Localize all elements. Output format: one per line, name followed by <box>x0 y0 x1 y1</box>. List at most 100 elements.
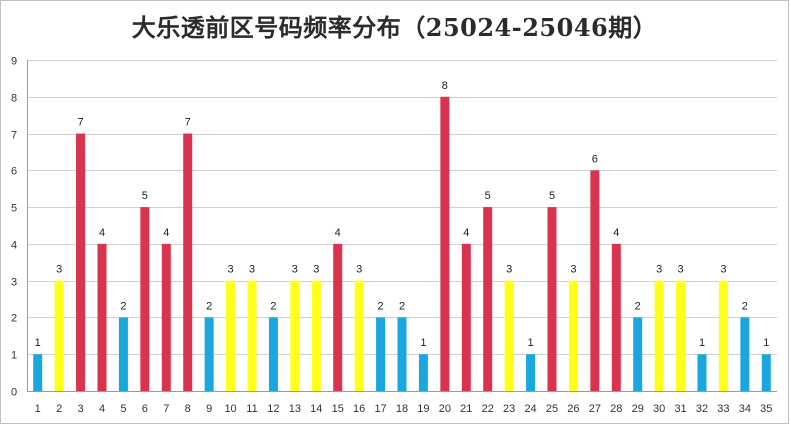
y-tick-label: 2 <box>11 313 17 325</box>
x-tick-label: 13 <box>289 403 301 415</box>
data-label: 3 <box>249 264 255 276</box>
data-label: 3 <box>56 264 62 276</box>
y-tick-label: 1 <box>11 350 17 362</box>
x-tick-label: 3 <box>78 403 84 415</box>
x-tick-label: 21 <box>460 403 472 415</box>
data-label: 3 <box>292 264 298 276</box>
bars <box>33 96 771 392</box>
bar <box>76 133 86 392</box>
y-tick-label: 0 <box>11 387 17 399</box>
data-label: 4 <box>163 227 169 239</box>
data-label: 4 <box>613 227 619 239</box>
bar <box>718 280 728 391</box>
x-tick-label: 14 <box>310 403 322 415</box>
bar <box>611 243 621 391</box>
x-tick-label: 12 <box>267 403 279 415</box>
x-tick-label: 23 <box>503 403 515 415</box>
data-label: 2 <box>399 300 405 312</box>
y-tick-label: 4 <box>11 240 17 252</box>
data-label: 1 <box>763 337 769 349</box>
data-label: 5 <box>142 190 148 202</box>
data-labels: 1 3 7 4 2 5 4 7 2 3 3 2 3 3 4 3 2 2 1 8 4 5 3 1 5 3 6 4 2 3 3 1 3 2 1 <box>35 80 770 349</box>
x-tick-label: 16 <box>353 403 365 415</box>
bar <box>590 170 600 391</box>
data-label: 3 <box>678 264 684 276</box>
x-tick-label: 17 <box>374 403 386 415</box>
x-tick-label: 10 <box>224 403 236 415</box>
x-tick-label: 20 <box>439 403 451 415</box>
bar <box>526 354 536 391</box>
data-label: 4 <box>335 227 341 239</box>
bar <box>204 317 214 391</box>
bar <box>568 280 578 391</box>
x-tick-label: 18 <box>396 403 408 415</box>
data-label: 7 <box>78 117 84 129</box>
x-tick-label: 34 <box>739 403 751 415</box>
x-tick-label: 27 <box>589 403 601 415</box>
data-label: 3 <box>228 264 234 276</box>
bar <box>633 317 643 391</box>
bar <box>268 317 278 391</box>
bar <box>97 243 107 391</box>
x-tick-label: 35 <box>760 403 772 415</box>
chart-title: 大乐透前区号码频率分布（25024-25046期） <box>131 13 658 42</box>
data-label: 4 <box>463 227 469 239</box>
y-tick-label: 8 <box>11 93 17 105</box>
bar <box>290 280 300 391</box>
y-tick-label: 7 <box>11 130 17 142</box>
x-tick-label: 7 <box>163 403 169 415</box>
data-label: 2 <box>635 300 641 312</box>
x-axis-ticks: 1 2 3 4 5 6 7 8 9 10 11 12 13 14 15 16 17 18 19 20 21 22 23 24 2… <box>35 403 773 415</box>
x-tick-label: 1 <box>35 403 41 415</box>
data-label: 3 <box>656 264 662 276</box>
bar <box>740 317 750 391</box>
x-tick-label: 15 <box>332 403 344 415</box>
x-tick-label: 28 <box>610 403 622 415</box>
bar <box>440 96 450 392</box>
bar <box>333 243 343 391</box>
x-tick-label: 9 <box>206 403 212 415</box>
bar <box>54 280 64 391</box>
x-tick-label: 31 <box>674 403 686 415</box>
x-tick-label: 30 <box>653 403 665 415</box>
y-axis-ticks: 0 1 2 3 4 5 6 7 8 9 <box>11 56 17 399</box>
y-tick-label: 6 <box>11 166 17 178</box>
x-tick-label: 4 <box>99 403 105 415</box>
bar <box>483 207 493 391</box>
data-label: 2 <box>120 300 126 312</box>
data-label: 1 <box>35 337 41 349</box>
bar <box>397 317 407 391</box>
bar <box>118 317 128 391</box>
bar <box>697 354 707 391</box>
x-tick-label: 22 <box>482 403 494 415</box>
x-tick-label: 5 <box>120 403 126 415</box>
x-tick-label: 8 <box>185 403 191 415</box>
data-label: 6 <box>592 153 598 165</box>
x-tick-label: 11 <box>246 403 257 415</box>
bar <box>33 354 43 391</box>
bar <box>654 280 664 391</box>
bar <box>161 243 171 391</box>
x-tick-label: 33 <box>717 403 729 415</box>
data-label: 3 <box>313 264 319 276</box>
data-label: 1 <box>528 337 534 349</box>
data-label: 2 <box>270 300 276 312</box>
data-label: 3 <box>356 264 362 276</box>
x-tick-label: 2 <box>56 403 62 415</box>
bar <box>226 280 236 391</box>
data-label: 5 <box>485 190 491 202</box>
bar <box>247 280 257 391</box>
x-tick-label: 26 <box>567 403 579 415</box>
data-label: 2 <box>206 300 212 312</box>
bar <box>311 280 321 391</box>
data-label: 8 <box>442 80 448 92</box>
bar <box>461 243 471 391</box>
bar <box>140 207 150 391</box>
bar <box>761 354 771 391</box>
y-tick-label: 9 <box>11 56 17 68</box>
y-tick-label: 3 <box>11 277 17 289</box>
bar <box>183 133 193 392</box>
x-tick-label: 25 <box>546 403 558 415</box>
